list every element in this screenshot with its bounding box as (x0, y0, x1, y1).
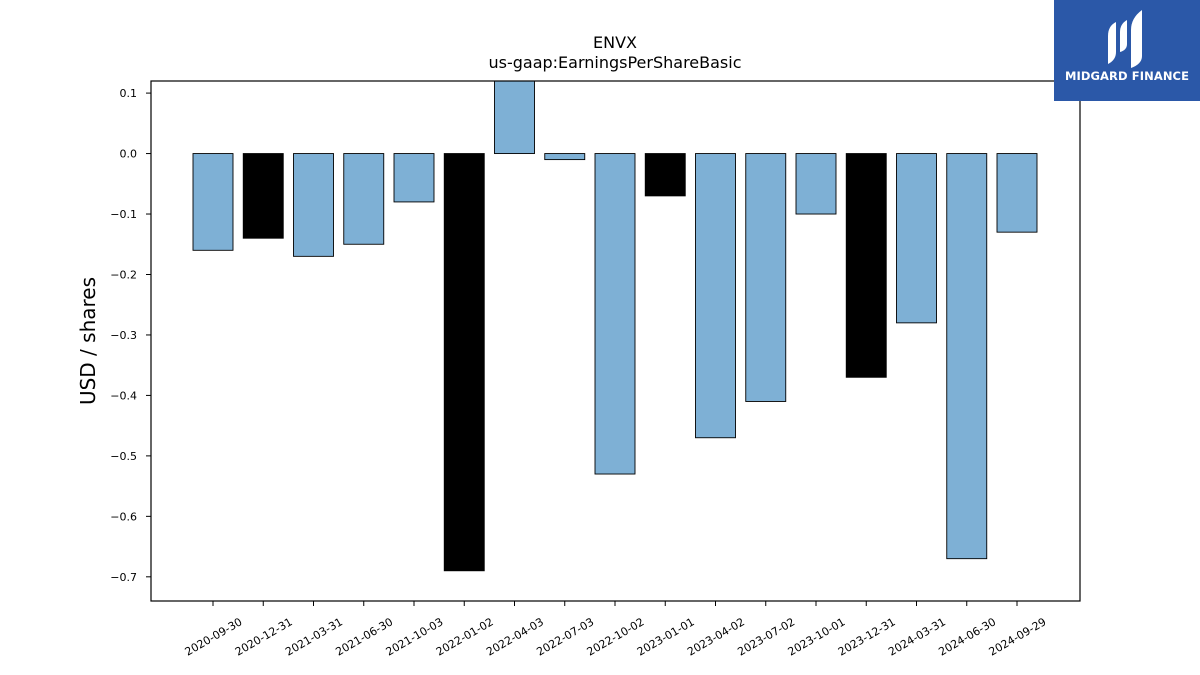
bar-2023-10-01 (795, 153, 837, 215)
logo-mark-icon (1108, 10, 1142, 68)
logo-text: MIDGARD FINANCE (1064, 69, 1190, 83)
chart-subtitle: us-gaap:EarningsPerShareBasic (488, 53, 741, 72)
y-tick-label: −0.2 (110, 268, 137, 281)
y-tick-label: −0.5 (110, 450, 137, 463)
bar-2023-12-31 (845, 153, 887, 378)
y-tick-label: 0.0 (120, 148, 138, 161)
bar-2020-09-30 (192, 153, 234, 251)
bar-2023-01-01 (644, 153, 686, 197)
bar-2024-03-31 (896, 153, 937, 324)
bar-2020-12-31 (242, 153, 284, 239)
chart-title: ENVX (593, 33, 637, 52)
y-tick-label: −0.4 (110, 389, 137, 402)
bar-2023-07-02 (745, 153, 787, 402)
bar-2022-10-02 (594, 153, 636, 475)
bar-2021-03-31 (293, 153, 334, 257)
bar-2021-10-03 (393, 153, 435, 203)
bar-2024-06-30 (946, 153, 988, 560)
bar-series (192, 81, 1038, 572)
bar-2022-07-03 (544, 153, 586, 161)
y-tick-label: −0.7 (110, 571, 137, 584)
bar-2022-01-02 (443, 153, 485, 572)
x-axis: 2020-09-302020-12-312021-03-312021-06-30… (183, 601, 1049, 659)
y-tick-label: −0.1 (110, 208, 137, 221)
x-tick-label: 2024-09-29 (987, 615, 1049, 658)
y-axis-label: USD / shares (76, 277, 100, 405)
midgard-finance-logo: MIDGARD FINANCE (1054, 0, 1200, 101)
bar-2022-04-03 (494, 81, 535, 155)
y-tick-label: −0.3 (110, 329, 137, 342)
y-axis: 0.1 0.0 −0.1 −0.2 −0.3 −0.4 −0.5 −0.6 −0.7 (110, 87, 151, 584)
y-tick-label: 0.1 (120, 87, 138, 100)
bar-2023-04-02 (695, 153, 736, 439)
bar-2021-06-30 (343, 153, 385, 245)
y-tick-label: −0.6 (110, 510, 137, 523)
bar-2024-09-29 (996, 153, 1038, 233)
